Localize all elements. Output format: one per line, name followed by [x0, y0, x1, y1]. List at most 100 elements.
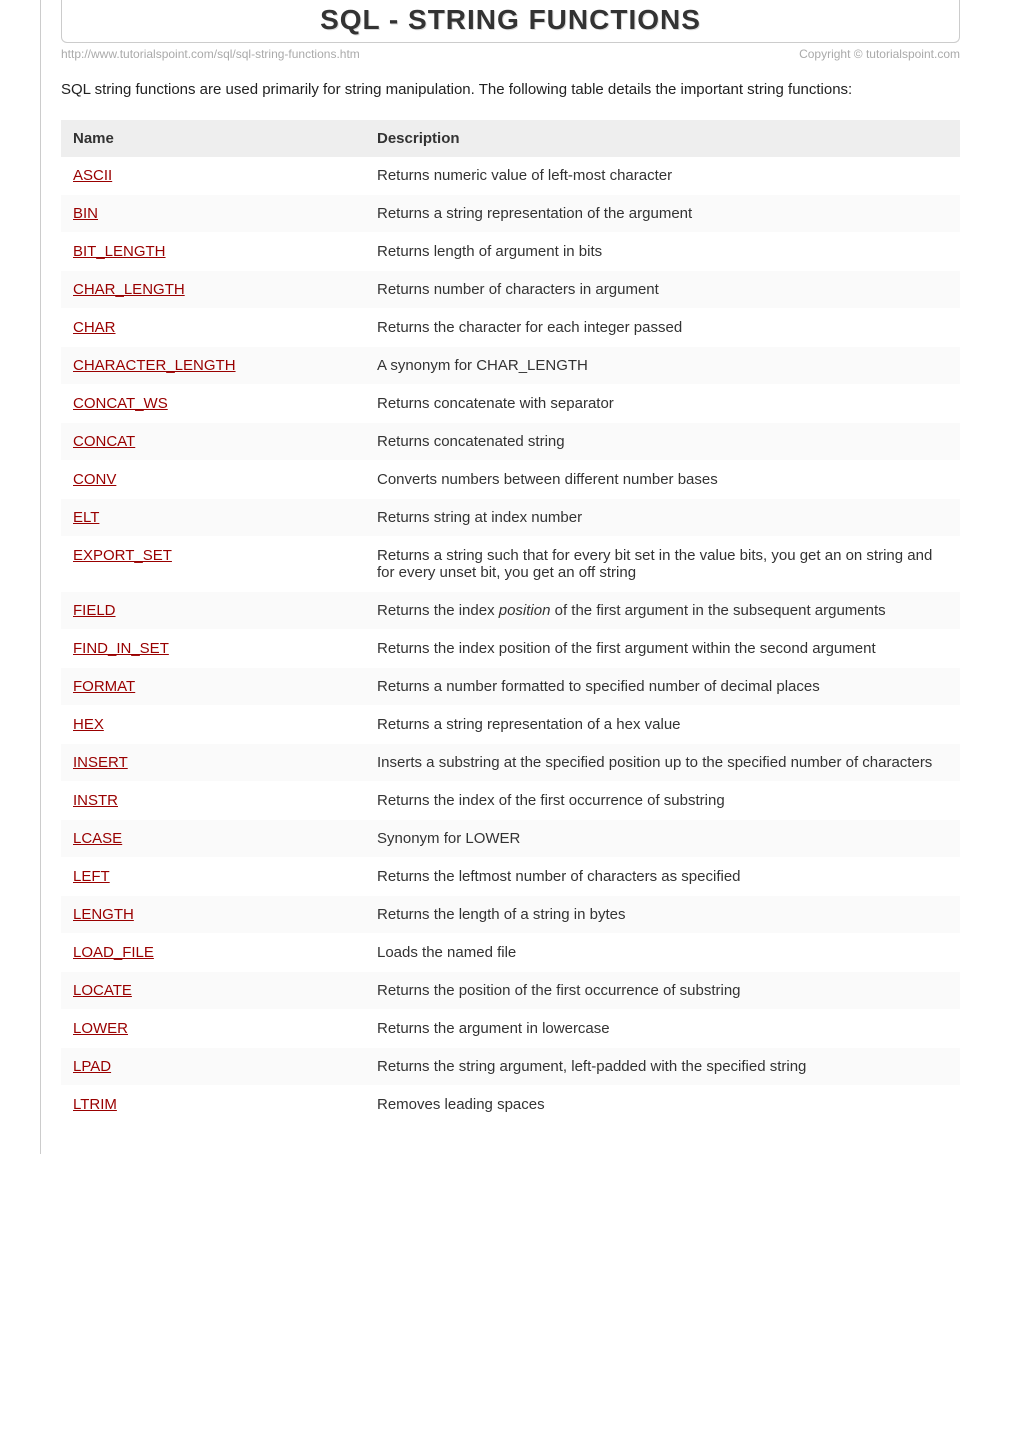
function-link[interactable]: LOWER: [73, 1020, 128, 1037]
function-name-cell: INSERT: [61, 744, 365, 782]
function-link[interactable]: CHARACTER_LENGTH: [73, 357, 236, 374]
function-desc-cell: Returns the argument in lowercase: [365, 1010, 960, 1048]
function-link[interactable]: INSTR: [73, 792, 118, 809]
page: SQL - STRING FUNCTIONS http://www.tutori…: [40, 0, 980, 1154]
table-row: CONCAT Returns concatenated string: [61, 423, 960, 461]
title-block: SQL - STRING FUNCTIONS: [61, 0, 960, 43]
function-link[interactable]: CONCAT_WS: [73, 395, 168, 412]
col-header-description: Description: [365, 120, 960, 157]
function-desc-cell: Returns the position of the first occurr…: [365, 972, 960, 1010]
function-desc-cell: Removes leading spaces: [365, 1086, 960, 1124]
table-row: LTRIM Removes leading spaces: [61, 1086, 960, 1124]
col-header-name: Name: [61, 120, 365, 157]
function-desc-cell: Returns a string such that for every bit…: [365, 537, 960, 592]
function-link[interactable]: ELT: [73, 509, 99, 526]
table-row: LCASE Synonym for LOWER: [61, 820, 960, 858]
intro-text: SQL string functions are used primarily …: [61, 79, 960, 100]
function-desc-cell: Returns concatenate with separator: [365, 385, 960, 423]
function-name-cell: FIELD: [61, 592, 365, 630]
function-desc-cell: Returns the character for each integer p…: [365, 309, 960, 347]
table-row: INSTR Returns the index of the first occu…: [61, 782, 960, 820]
function-name-cell: BIT_LENGTH: [61, 233, 365, 271]
function-desc-cell: Returns string at index number: [365, 499, 960, 537]
function-link[interactable]: CHAR_LENGTH: [73, 281, 185, 298]
function-desc-cell: Loads the named file: [365, 934, 960, 972]
function-link[interactable]: EXPORT_SET: [73, 547, 172, 564]
function-name-cell: FORMAT: [61, 668, 365, 706]
function-desc-cell: Inserts a substring at the specified pos…: [365, 744, 960, 782]
function-name-cell: INSTR: [61, 782, 365, 820]
function-desc-cell: Returns a number formatted to specified …: [365, 668, 960, 706]
function-name-cell: CONCAT_WS: [61, 385, 365, 423]
table-row: INSERT Inserts a substring at the specifi…: [61, 744, 960, 782]
table-row: LEFT Returns the leftmost number of chara…: [61, 858, 960, 896]
table-row: CHARACTER_LENGTH A synonym for CHAR_LENGT…: [61, 347, 960, 385]
function-desc-cell: Returns the index of the first occurrenc…: [365, 782, 960, 820]
desc-text: Returns the index: [377, 602, 499, 619]
function-link[interactable]: LOAD_FILE: [73, 944, 154, 961]
function-name-cell: LTRIM: [61, 1086, 365, 1124]
function-desc-cell: Returns the leftmost number of character…: [365, 858, 960, 896]
table-row: FIND_IN_SET Returns the index position of…: [61, 630, 960, 668]
function-name-cell: HEX: [61, 706, 365, 744]
table-row: LPAD Returns the string argument, left-pa…: [61, 1048, 960, 1086]
function-link[interactable]: LOCATE: [73, 982, 132, 999]
function-name-cell: LOWER: [61, 1010, 365, 1048]
function-link[interactable]: HEX: [73, 716, 104, 733]
function-desc-cell: Returns a string representation of a hex…: [365, 706, 960, 744]
table-row: CHAR Returns the character for each integ…: [61, 309, 960, 347]
function-link[interactable]: LEFT: [73, 868, 110, 885]
function-link[interactable]: BIT_LENGTH: [73, 243, 166, 260]
table-row: FORMAT Returns a number formatted to spec…: [61, 668, 960, 706]
function-link[interactable]: FIND_IN_SET: [73, 640, 169, 657]
function-desc-cell: Returns the string argument, left-padded…: [365, 1048, 960, 1086]
function-desc-cell: Synonym for LOWER: [365, 820, 960, 858]
function-desc-cell: Converts numbers between different numbe…: [365, 461, 960, 499]
function-desc-cell: Returns number of characters in argument: [365, 271, 960, 309]
table-row: LENGTHReturns the length of a string in …: [61, 896, 960, 934]
desc-text: of the first argument in the subsequent …: [550, 602, 885, 619]
function-link[interactable]: CONCAT: [73, 433, 135, 450]
function-name-cell: ELT: [61, 499, 365, 537]
copyright-text: Copyright © tutorialspoint.com: [799, 47, 960, 61]
function-link[interactable]: FORMAT: [73, 678, 135, 695]
function-name-cell: ASCII: [61, 157, 365, 195]
table-row: LOWER Returns the argument in lowercase: [61, 1010, 960, 1048]
function-link[interactable]: INSERT: [73, 754, 128, 771]
function-name-cell: FIND_IN_SET: [61, 630, 365, 668]
functions-table: Name Description ASCIIReturns numeric va…: [61, 120, 960, 1124]
function-desc-cell: Returns the index position of the first …: [365, 592, 960, 630]
source-url: http://www.tutorialspoint.com/sql/sql-st…: [61, 47, 360, 61]
table-row: LOCATE Returns the position of the first …: [61, 972, 960, 1010]
function-link[interactable]: LCASE: [73, 830, 122, 847]
function-link[interactable]: CONV: [73, 471, 116, 488]
function-desc-cell: Returns concatenated string: [365, 423, 960, 461]
function-link[interactable]: BIN: [73, 205, 98, 222]
function-name-cell: CONV: [61, 461, 365, 499]
table-row: ASCIIReturns numeric value of left-most …: [61, 157, 960, 195]
function-name-cell: LEFT: [61, 858, 365, 896]
table-row: FIELD Returns the index position of the f…: [61, 592, 960, 630]
function-link[interactable]: CHAR: [73, 319, 116, 336]
table-row: ELT Returns string at index number: [61, 499, 960, 537]
function-desc-cell: Returns length of argument in bits: [365, 233, 960, 271]
table-row: EXPORT_SET Returns a string such that for…: [61, 537, 960, 592]
function-name-cell: BIN: [61, 195, 365, 233]
function-link[interactable]: FIELD: [73, 602, 116, 619]
table-row: CONCAT_WS Returns concatenate with separa…: [61, 385, 960, 423]
function-name-cell: CHAR_LENGTH: [61, 271, 365, 309]
function-name-cell: CHARACTER_LENGTH: [61, 347, 365, 385]
function-link[interactable]: ASCII: [73, 167, 112, 184]
function-link[interactable]: LENGTH: [73, 906, 134, 923]
function-link[interactable]: LTRIM: [73, 1096, 117, 1113]
table-row: CHAR_LENGTH Returns number of characters …: [61, 271, 960, 309]
function-name-cell: EXPORT_SET: [61, 537, 365, 592]
page-title: SQL - STRING FUNCTIONS: [62, 4, 959, 36]
table-row: BIT_LENGTH Returns length of argument in …: [61, 233, 960, 271]
table-row: HEX Returns a string representation of a …: [61, 706, 960, 744]
function-link[interactable]: LPAD: [73, 1058, 111, 1075]
function-name-cell: LOCATE: [61, 972, 365, 1010]
desc-italic: position: [499, 602, 551, 619]
function-desc-cell: Returns the index position of the first …: [365, 630, 960, 668]
function-desc-cell: A synonym for CHAR_LENGTH: [365, 347, 960, 385]
